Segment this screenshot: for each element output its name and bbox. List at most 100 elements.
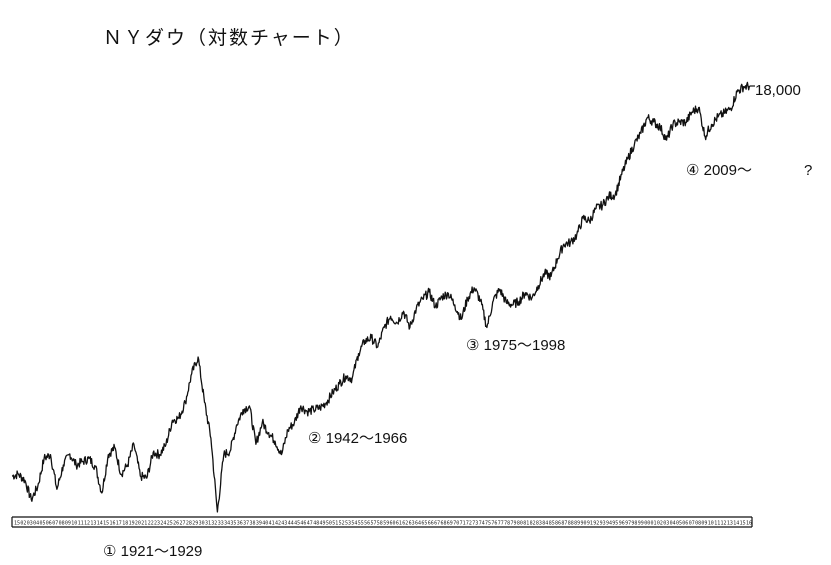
x-tick-label: 02: [657, 521, 663, 527]
x-tick-label: 11: [78, 521, 84, 527]
x-axis: [11, 516, 753, 528]
x-tick-label: 03: [27, 521, 33, 527]
x-tick-label: 91: [587, 521, 593, 527]
x-tick-labels: 15 02 03 04 05 06 07 08 09 10 11 12 13 14 15 16 17 18 19 20…: [14, 521, 752, 527]
annotation-1921-1929: ① 1921～1929: [103, 543, 202, 560]
x-tick-label: 97: [625, 521, 631, 527]
x-tick-label: 70: [453, 521, 459, 527]
x-tick-label: 74: [479, 521, 485, 527]
x-tick-label: 62: [402, 521, 408, 527]
x-tick-label: 93: [600, 521, 606, 527]
x-tick-label: 69: [447, 521, 453, 527]
x-tick-label: 17: [116, 521, 122, 527]
x-tick-label: 61: [396, 521, 402, 527]
x-tick-label: 90: [581, 521, 587, 527]
x-tick-label: 86: [555, 521, 561, 527]
x-tick-label: 15: [740, 521, 746, 527]
x-tick-label: 71: [460, 521, 466, 527]
x-tick-label: 81: [523, 521, 529, 527]
x-tick-label: 06: [682, 521, 688, 527]
x-tick-label: 03: [663, 521, 669, 527]
x-tick-label: 24: [160, 521, 166, 527]
x-tick-label: 85: [549, 521, 555, 527]
x-tick-label: 20: [135, 521, 141, 527]
x-tick-label: 02: [20, 521, 26, 527]
x-tick-label: 38: [250, 521, 256, 527]
x-tick-label: 07: [52, 521, 58, 527]
x-tick-label: 30: [199, 521, 205, 527]
x-tick-label: 50: [326, 521, 332, 527]
x-tick-label: 84: [542, 521, 548, 527]
x-tick-label: 05: [40, 521, 46, 527]
annotation-1942-1966: ② 1942～1966: [308, 430, 407, 447]
x-tick-label: 36: [237, 521, 243, 527]
annotation-1975-1998: ③ 1975～1998: [466, 337, 565, 354]
x-tick-label: 65: [421, 521, 427, 527]
x-tick-label: 34: [224, 521, 230, 527]
x-tick-label: 21: [141, 521, 147, 527]
x-tick-label: 58: [377, 521, 383, 527]
x-tick-label: 46: [300, 521, 306, 527]
x-tick-label: 73: [472, 521, 478, 527]
x-tick-label: 15: [103, 521, 109, 527]
x-tick-label: 56: [364, 521, 370, 527]
x-tick-label: 95: [612, 521, 618, 527]
x-tick-label: 59: [383, 521, 389, 527]
x-tick-label: 14: [733, 521, 739, 527]
x-tick-label: 54: [351, 521, 357, 527]
x-tick-label: 75: [485, 521, 491, 527]
x-tick-label: 06: [46, 521, 52, 527]
x-tick-label: 10: [71, 521, 77, 527]
x-tick-label: 22: [148, 521, 154, 527]
x-tick-label: 55: [358, 521, 364, 527]
x-tick-label: 13: [90, 521, 96, 527]
x-tick-label: 10: [708, 521, 714, 527]
x-tick-label: 79: [511, 521, 517, 527]
x-tick-label: 49: [320, 521, 326, 527]
x-tick-label: 28: [186, 521, 192, 527]
x-tick-label: 01: [651, 521, 657, 527]
annotation-18000: 18,000: [755, 82, 801, 99]
x-tick-label: 07: [689, 521, 695, 527]
x-tick-label: 14: [97, 521, 103, 527]
x-tick-label: 53: [345, 521, 351, 527]
x-tick-label: 29: [192, 521, 198, 527]
x-tick-label: 04: [33, 521, 39, 527]
x-tick-label: 51: [332, 521, 338, 527]
x-tick-label: 99: [638, 521, 644, 527]
x-tick-label: 12: [721, 521, 727, 527]
x-tick-label: 44: [288, 521, 294, 527]
x-tick-label: 05: [676, 521, 682, 527]
x-tick-label: 92: [593, 521, 599, 527]
x-tick-label: 89: [574, 521, 580, 527]
x-tick-label: 11: [714, 521, 720, 527]
x-tick-label: 64: [415, 521, 421, 527]
x-tick-label: 16: [746, 521, 752, 527]
x-tick-label: 37: [243, 521, 249, 527]
x-tick-label: 08: [59, 521, 65, 527]
x-tick-label: 96: [619, 521, 625, 527]
x-tick-label: 13: [727, 521, 733, 527]
x-tick-label: 80: [517, 521, 523, 527]
x-tick-label: 00: [644, 521, 650, 527]
x-tick-label: 57: [371, 521, 377, 527]
annotation-question: ?: [804, 162, 812, 179]
x-tick-label: 82: [530, 521, 536, 527]
x-tick-label: 23: [154, 521, 160, 527]
x-tick-label: 43: [281, 521, 287, 527]
x-tick-label: 47: [307, 521, 313, 527]
x-tick-label: 88: [568, 521, 574, 527]
x-tick-label: 60: [390, 521, 396, 527]
x-tick-label: 12: [84, 521, 90, 527]
x-tick-label: 48: [313, 521, 319, 527]
x-tick-label: 26: [173, 521, 179, 527]
dow-price-line: [11, 81, 751, 513]
price-line-group: [11, 81, 755, 513]
x-tick-label: 78: [504, 521, 510, 527]
x-tick-label: 18: [122, 521, 128, 527]
x-tick-label: 68: [441, 521, 447, 527]
x-tick-label: 41: [269, 521, 275, 527]
x-tick-label: 66: [428, 521, 434, 527]
x-tick-label: 25: [167, 521, 173, 527]
